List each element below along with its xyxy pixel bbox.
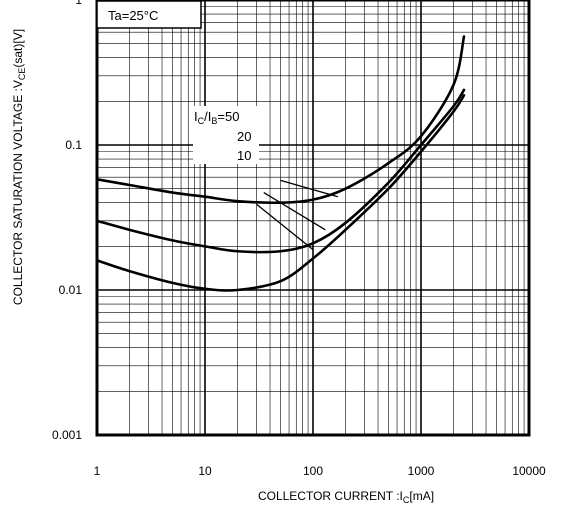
curves	[95, 35, 466, 292]
plot-frame	[95, 0, 531, 437]
x-tick-label: 1	[94, 464, 101, 478]
grid	[96, 0, 529, 436]
label-leader-line	[256, 203, 314, 251]
x-tick-label: 1000	[408, 464, 435, 478]
series-label-50: IC/IB=50	[194, 109, 239, 126]
series-line-ratio-50	[95, 35, 466, 205]
x-axis-label: COLLECTOR CURRENT :IC[mA]	[258, 489, 434, 505]
condition-box	[96, 0, 202, 29]
x-tick-label: 10	[198, 464, 212, 478]
series-label-10: 10	[237, 148, 251, 163]
series-line-ratio-20	[95, 88, 466, 254]
y-tick-label: 1	[75, 0, 82, 7]
x-tick-label: 100	[303, 464, 323, 478]
label-leaders	[256, 179, 339, 251]
y-tick-label: 0.1	[65, 138, 82, 152]
series-line-ratio-10	[95, 94, 466, 292]
label-leader-line	[263, 191, 326, 231]
label-leader-line	[280, 179, 339, 198]
x-tick-label: 10000	[512, 464, 546, 478]
x-tick-labels: 1 10 100 1000 10000	[94, 464, 546, 478]
y-tick-label: 0.001	[52, 428, 82, 442]
condition-label: Ta=25°C	[108, 8, 158, 23]
series-label-background	[193, 106, 259, 164]
y-axis-label: COLLECTOR SATURATION VOLTAGE :VCE(sat)[V…	[11, 29, 27, 305]
y-tick-label: 0.01	[59, 283, 83, 297]
y-tick-labels: 0.001 0.01 0.1 1	[52, 0, 82, 442]
series-label-20: 20	[237, 129, 251, 144]
